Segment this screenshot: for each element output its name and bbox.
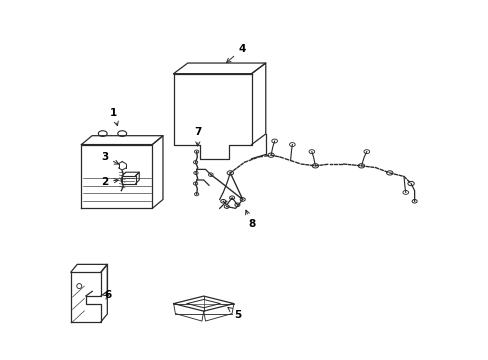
Text: 4: 4 xyxy=(226,44,245,63)
Text: 7: 7 xyxy=(194,127,202,146)
Text: 2: 2 xyxy=(101,177,118,187)
Text: 8: 8 xyxy=(245,210,255,229)
Text: 3: 3 xyxy=(101,152,119,164)
Text: 6: 6 xyxy=(103,290,111,300)
Text: 5: 5 xyxy=(227,307,241,320)
Text: 1: 1 xyxy=(109,108,118,126)
